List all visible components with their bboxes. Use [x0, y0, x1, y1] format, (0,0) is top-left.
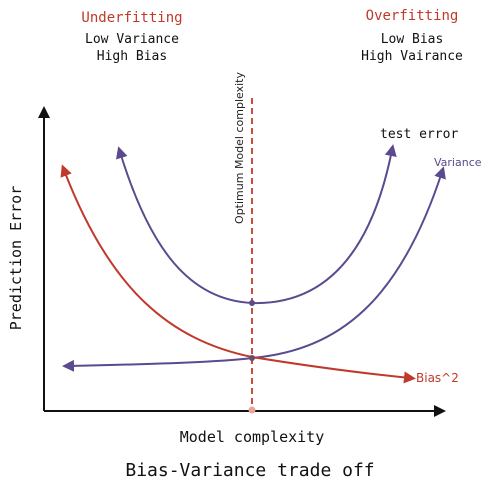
diagram-caption: Bias-Variance trade off [125, 460, 374, 481]
overfitting-line1: Low Bias [381, 32, 444, 47]
x-axis-label: Model complexity [180, 428, 325, 446]
test-error-curve [116, 144, 397, 305]
overfitting-heading: Overfitting [366, 8, 459, 24]
underfitting-heading: Underfitting [81, 10, 182, 26]
bias-label: Bias^2 [416, 371, 459, 385]
test-error-minimum-point [249, 300, 255, 306]
underfitting-line2: High Bias [97, 49, 167, 64]
bias-curve [60, 164, 416, 384]
bias-variance-intersection-point [249, 355, 255, 361]
overfitting-line2: High Vairance [361, 49, 463, 64]
y-axis-label: Prediction Error [7, 186, 25, 331]
variance-curve [62, 166, 446, 372]
underfitting-line1: Low Variance [85, 32, 179, 47]
variance-label: Variance [434, 156, 482, 169]
test-error-label: test error [380, 127, 458, 142]
optimum-axis-point [248, 406, 256, 414]
optimum-label: Optimum Model complexity [233, 72, 246, 224]
